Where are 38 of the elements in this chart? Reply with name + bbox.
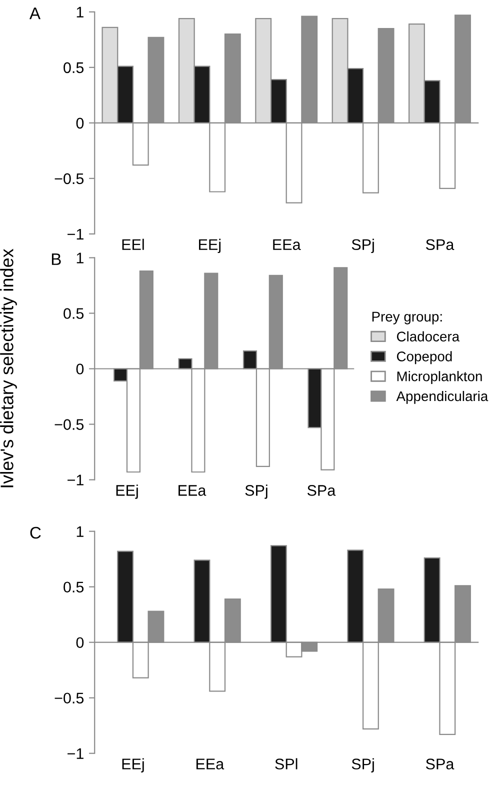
chart-title: C [30,526,41,539]
y-tick-label: 1 [76,6,84,18]
x-tick-label: EEl [122,238,144,250]
y-tick-label: −1 [68,748,84,759]
legend-label: Copepod [396,351,452,364]
x-tick-label: SPa [307,485,336,496]
x-tick-label: EEa [178,485,206,496]
x-tick-label: EEa [273,239,301,250]
legend-title: Prey group: [372,312,442,324]
x-tick-label: EEj [122,758,144,772]
x-tick-label: SPj [245,484,268,499]
y-tick-label: 0 [76,118,84,129]
x-tick-label: EEj [199,238,221,254]
y-tick-label: 0 [76,637,84,648]
chart-title: B [52,253,61,265]
y-tick-label: −1 [68,474,84,486]
y-tick-label: −1 [68,228,84,240]
x-tick-label: SPl [275,758,298,770]
y-axis-title: Ivlev's dietary selectivity index [0,248,17,488]
x-tick-label: EEj [116,484,138,499]
x-tick-label: SPa [426,239,454,250]
y-tick-label: −0.5 [54,692,84,704]
x-tick-label: SPj [352,758,374,772]
y-tick-label: 0.5 [64,62,84,74]
y-tick-label: 1 [76,526,84,537]
y-tick-label: 0.5 [64,582,84,593]
legend-label: Cladocera [396,331,460,342]
y-tick-label: 0.5 [64,308,84,319]
y-tick-label: −0.5 [54,419,84,430]
x-tick-label: SPj [352,238,374,254]
x-tick-label: SPa [426,758,454,770]
legend-label: Appendicularia [396,390,488,404]
legend-label: Microplankton [397,371,482,384]
y-tick-label: 0 [76,364,84,374]
y-tick-label: 1 [76,252,84,264]
x-tick-label: EEa [196,758,224,770]
chart-title: A [29,8,41,20]
y-tick-label: −0.5 [54,173,84,184]
